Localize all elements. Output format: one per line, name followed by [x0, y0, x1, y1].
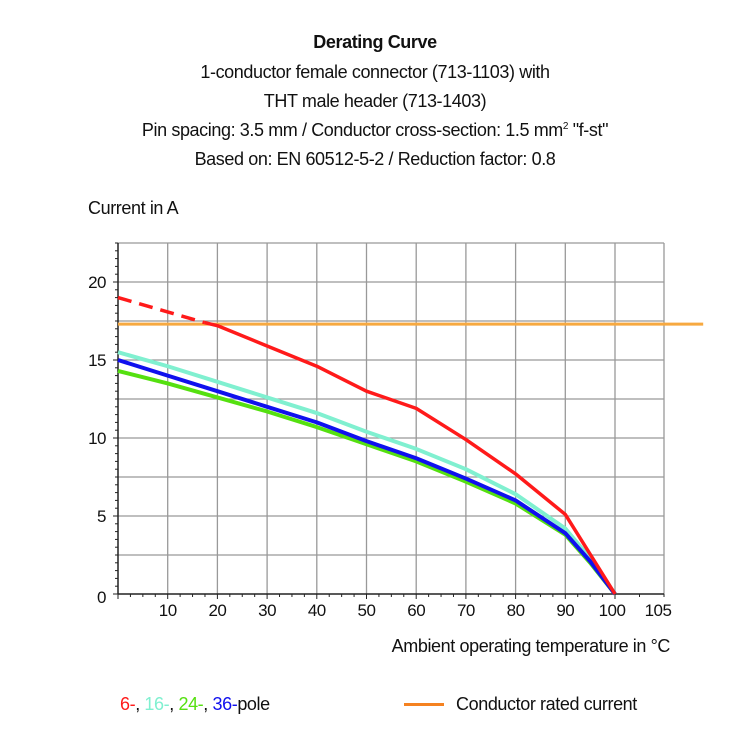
legend-rated-swatch [404, 703, 444, 706]
legend-sep: , [135, 694, 145, 714]
y-tick-label: 0 [97, 588, 106, 607]
y-axis-label: Current in A [88, 198, 179, 218]
legend-16-pole: 16- [144, 694, 170, 714]
series-line-6 [204, 320, 617, 595]
chart-subtitle-3: Pin spacing: 3.5 mm / Conductor cross-se… [0, 120, 750, 141]
x-tick-label: 40 [308, 601, 326, 620]
series-line-36 [117, 358, 617, 596]
superscript: 2 [562, 121, 569, 132]
legend-36-pole: 36- [212, 694, 238, 714]
legend-poles: 6-, 16-, 24-, 36-pole [120, 694, 270, 715]
legend-sep: , [203, 694, 213, 714]
x-tick-label: 90 [556, 601, 574, 620]
y-tick-label: 5 [97, 507, 106, 526]
legend-rated-label: Conductor rated current [456, 694, 637, 714]
x-axis-label: Ambient operating temperature in °C [391, 636, 671, 656]
y-tick-label: 10 [88, 429, 106, 448]
legend-pole-suffix: pole [237, 694, 270, 714]
legend-rated: Conductor rated current [404, 694, 637, 715]
x-tick-label: 30 [258, 601, 276, 620]
y-tick-label: 20 [88, 273, 106, 292]
x-tick-label: 10 [159, 601, 177, 620]
x-tick-label: 70 [457, 601, 475, 620]
chart-subtitle-2: THT male header (713-1403) [263, 91, 487, 111]
x-tick-label: 100 [599, 601, 626, 620]
x-tick-label: 20 [208, 601, 226, 620]
series-line-16 [117, 350, 617, 596]
series-line-6-dashed [117, 295, 205, 325]
chart-subtitle-4: Based on: EN 60512-5-2 / Reduction facto… [194, 149, 556, 169]
subtitle-3-text: Pin spacing: 3.5 mm / Conductor cross-se… [141, 120, 563, 140]
legend-24-pole: 24- [178, 694, 204, 714]
legend-sep: , [169, 694, 179, 714]
y-tick-label: 15 [88, 351, 106, 370]
x-tick-label: 60 [407, 601, 425, 620]
x-tick-label: 105 [645, 601, 672, 620]
chart-subtitle-1: 1-conductor female connector (713-1103) … [200, 62, 550, 82]
legend-6-pole: 6- [120, 694, 136, 714]
chart-title: Derating Curve [313, 32, 437, 52]
x-tick-label: 50 [358, 601, 376, 620]
subtitle-3-suffix: "f-st" [572, 120, 609, 140]
x-tick-label: 80 [507, 601, 525, 620]
